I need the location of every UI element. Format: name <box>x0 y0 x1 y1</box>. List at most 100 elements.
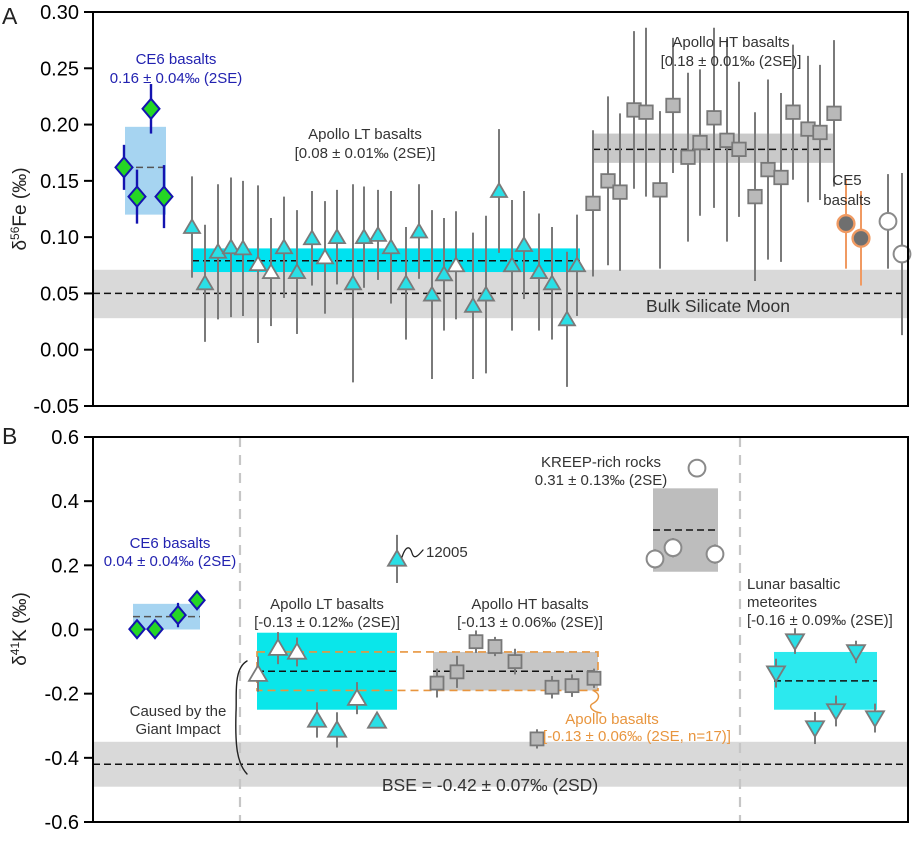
apollo-ht-basalts-square-marker <box>692 134 708 151</box>
y-tick-label: 0.25 <box>40 58 79 80</box>
y-tick-label: 0.6 <box>51 427 79 449</box>
apollo-lt-basalts-triangle-marker <box>261 262 281 279</box>
y-tick-label: 0.00 <box>40 340 79 362</box>
apollo-lt-basalts-b-triangle-marker <box>286 641 308 660</box>
ce6-basalts-diamond-marker <box>141 97 161 121</box>
apollo-lt-label-a-text: Apollo LT basalts <box>308 126 422 143</box>
apollo-lt-basalts-triangle-marker <box>208 242 228 259</box>
apollo-lt-basalts-b-triangle-marker <box>267 637 289 656</box>
y-tick-label: -0.6 <box>45 812 79 834</box>
open-circle-samples-circle-marker <box>892 244 912 264</box>
lunar-basaltic-meteorites-triangle-down-marker <box>845 644 867 663</box>
apollo-lt-label-a-text: [0.08 ± 0.01‰ (2SE)] <box>295 145 436 162</box>
apollo-ht-basalts-square-marker <box>785 104 801 120</box>
apollo-lt-basalts-triangle-marker <box>248 254 268 272</box>
lunar-basaltic-meteorites-triangle-down-marker <box>864 710 886 729</box>
apollo-ht-basalts-square-marker <box>706 110 722 126</box>
apollo-lt-basalts-b-triangle-marker <box>247 663 269 682</box>
ce6-basalts-diamond-marker <box>114 155 134 179</box>
apollo-ht-basalts-square-marker <box>665 97 681 114</box>
y-tick-label: -0.4 <box>45 748 79 770</box>
apollo-basalts-2se-dashed-rect <box>256 651 599 692</box>
ce6-label-b-text: 0.04 ± 0.04‰ (2SE) <box>104 553 236 570</box>
apollo-lt-basalts-triangle-marker <box>502 255 522 273</box>
apollo-ht-label-a-text: [0.18 ± 0.01‰ (2SE)] <box>661 53 802 70</box>
y-tick-label: -0.2 <box>45 684 79 706</box>
y-axis-title: δ56Fe (‰) <box>8 167 31 250</box>
apollo-lt-basalts-b-triangle-marker <box>386 548 408 567</box>
lunar-basaltic-meteorites-triangle-down-marker <box>784 633 806 652</box>
ce6-basalts-diamond-marker <box>154 185 174 209</box>
meteorites-label-text: meteorites <box>747 594 817 611</box>
apollo-lt-basalts-triangle-marker <box>354 227 374 245</box>
y-tick-label: 0.05 <box>40 283 79 305</box>
apollo-ht-basalts-square-marker <box>719 132 735 148</box>
ce6-label-a-text: CE6 basalts <box>136 51 217 68</box>
apollo-ht-basalts-b-square-marker <box>586 670 602 686</box>
apollo-lt-basalts-triangle-marker <box>221 237 241 255</box>
ce6-label-a-text: 0.16 ± 0.04‰ (2SE) <box>110 70 242 87</box>
apollo-ht-basalts-square-marker <box>638 104 654 120</box>
apollo-ht-basalts-square-marker <box>826 105 842 121</box>
apollo-ht-basalts-b-series <box>429 630 602 749</box>
kreep-label-text: 0.31 ± 0.13‰ (2SE) <box>535 472 667 489</box>
apollo-ht-basalts-square-marker <box>731 141 747 157</box>
y-tick-label: -0.05 <box>33 396 79 418</box>
panel-B: 0.6 0.4 0.2 0.0 -0.2 -0.4 -0.6 δ41K (‰) B CE6 bas… <box>2 423 909 834</box>
bse-label-text: BSE = -0.42 ± 0.07‰ (2SD) <box>382 775 598 795</box>
apollo-lt-label-b-text: Apollo LT basalts <box>270 596 384 613</box>
ce6-label-b-text: CE6 basalts <box>130 535 211 552</box>
kreep-rich-rocks-circle-marker <box>705 544 725 564</box>
apollo-ht-basalts-b-square-marker <box>564 678 580 694</box>
apollo-lt-basalts-triangle-marker <box>529 262 549 279</box>
open-circle-samples-series <box>878 172 912 336</box>
apollo-ht-basalts-square-marker <box>652 182 668 198</box>
apollo-ht-basalts-b-square-marker <box>429 675 445 691</box>
apollo-ht-basalts-b-square-marker <box>487 639 503 654</box>
ce5-basalts-circle-marker <box>851 228 871 248</box>
ce6-basalts-b-diamond-marker <box>169 604 187 626</box>
kreep-rich-rocks-circle-marker <box>645 549 665 569</box>
y-tick-label: 0.4 <box>51 491 79 513</box>
y-tick-label: 0.30 <box>40 2 79 24</box>
giant-impact-label-text: Giant Impact <box>135 721 221 738</box>
ce5-basalts-circle-marker <box>836 214 856 234</box>
apollo-ht-label-b-text: Apollo HT basalts <box>471 596 588 613</box>
y-tick-label: 0.0 <box>51 620 79 642</box>
ce6-basalts-b-diamond-marker <box>128 618 146 640</box>
apollo-ht-basalts-square-marker <box>747 188 763 205</box>
apollo-lt-basalts-triangle-marker <box>302 228 322 246</box>
meteorites-label-text: [-0.16 ± 0.09‰ (2SE)] <box>747 612 893 629</box>
y-tick-label: 0.10 <box>40 227 79 249</box>
apollo-lt-basalts-triangle-marker <box>489 181 509 198</box>
apollo-ht-basalts-b-square-marker <box>468 634 484 650</box>
y-tick-label: 0.20 <box>40 115 79 137</box>
apollo-lt-basalts-triangle-marker <box>287 262 307 279</box>
apollo-lt-basalts-triangle-marker <box>274 237 294 255</box>
ce6-basalts-diamond-marker <box>127 185 147 209</box>
apollo-basalts-orange-label-2-text: [-0.13 ± 0.06‰ (2SE, n=17)] <box>543 728 731 745</box>
apollo-ht-basalts-square-marker <box>760 161 776 178</box>
kreep-rich-rocks-series <box>645 458 725 569</box>
apollo-lt-basalts-b-triangle-marker <box>346 687 368 706</box>
apollo-lt-basalts-triangle-marker <box>195 273 215 291</box>
apollo-ht-basalts-series <box>585 27 842 282</box>
ce6-basalts-series <box>114 84 174 229</box>
lunar-basaltic-meteorites-series <box>765 628 886 745</box>
apollo-ht-basalts-b-square-marker <box>529 731 545 747</box>
apollo-lt-label-b-text: [-0.13 ± 0.12‰ (2SE)] <box>254 614 400 631</box>
apollo-ht-basalts-square-marker <box>612 184 628 200</box>
apollo-lt-basalts-triangle-marker <box>327 227 347 245</box>
apollo-lt-basalts-triangle-marker <box>557 309 577 327</box>
apollo-lt-basalts-triangle-marker <box>476 285 496 302</box>
lunar-basaltic-meteorites-triangle-down-marker <box>804 720 826 739</box>
y-tick-label: 0.2 <box>51 555 79 577</box>
apollo-lt-basalts-b-series <box>247 534 408 748</box>
giant-impact-brace <box>235 660 248 775</box>
kreep-rich-rocks-circle-marker <box>687 458 707 478</box>
apollo-lt-basalts-triangle-marker <box>422 285 442 302</box>
kreep-rich-rocks-circle-marker <box>663 538 683 558</box>
apollo-ht-basalts-b-square-marker <box>449 664 465 680</box>
apollo-lt-basalts-triangle-marker <box>368 225 388 242</box>
